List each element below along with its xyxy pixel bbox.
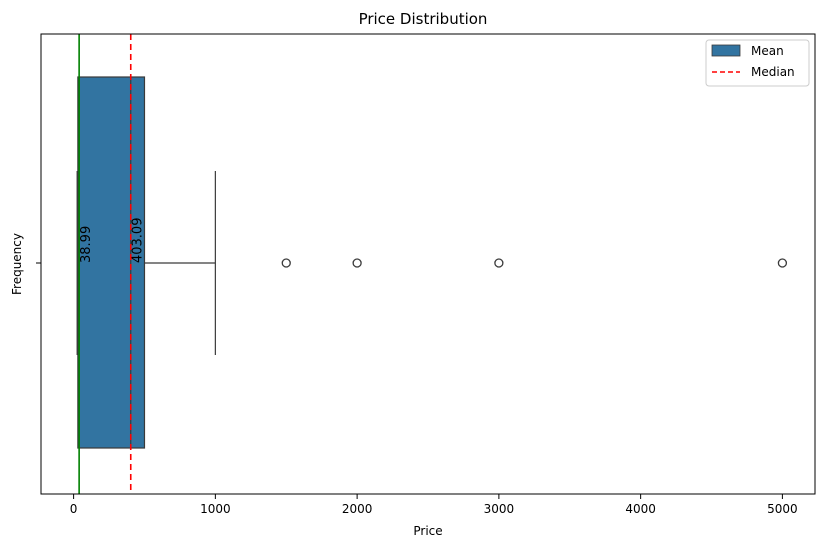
x-axis-label: Price (413, 524, 442, 538)
x-tick-label: 5000 (767, 502, 798, 516)
outlier-point (777, 258, 788, 268)
box (77, 76, 146, 449)
legend: Mean Median (705, 39, 810, 87)
x-tick-label: 3000 (484, 502, 515, 516)
legend-mean-swatch (711, 44, 741, 57)
legend-median-label: Median (751, 65, 795, 79)
plot-area: 38.99 403.09 (76, 34, 788, 494)
reference-line-label: 403.09 (131, 218, 146, 264)
x-axis: 0 1000 2000 3000 4000 5000 (70, 494, 798, 516)
reference-line-label: 38.99 (79, 226, 94, 263)
x-tick-label: 2000 (342, 502, 373, 516)
legend-mean-label: Mean (751, 44, 784, 58)
outlier-point (494, 258, 504, 268)
x-tick-label: 4000 (625, 502, 656, 516)
x-tick-label: 0 (70, 502, 78, 516)
y-axis-label: Frequency (10, 233, 24, 295)
plot-frame (40, 33, 816, 495)
outlier-point (281, 258, 291, 268)
x-tick-label: 1000 (200, 502, 231, 516)
outlier-point (352, 258, 362, 268)
chart-title: Price Distribution (359, 10, 488, 28)
